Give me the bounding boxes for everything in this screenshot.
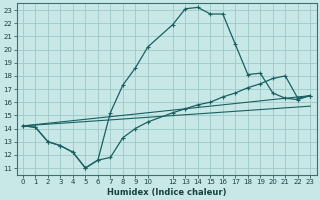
X-axis label: Humidex (Indice chaleur): Humidex (Indice chaleur): [107, 188, 226, 197]
